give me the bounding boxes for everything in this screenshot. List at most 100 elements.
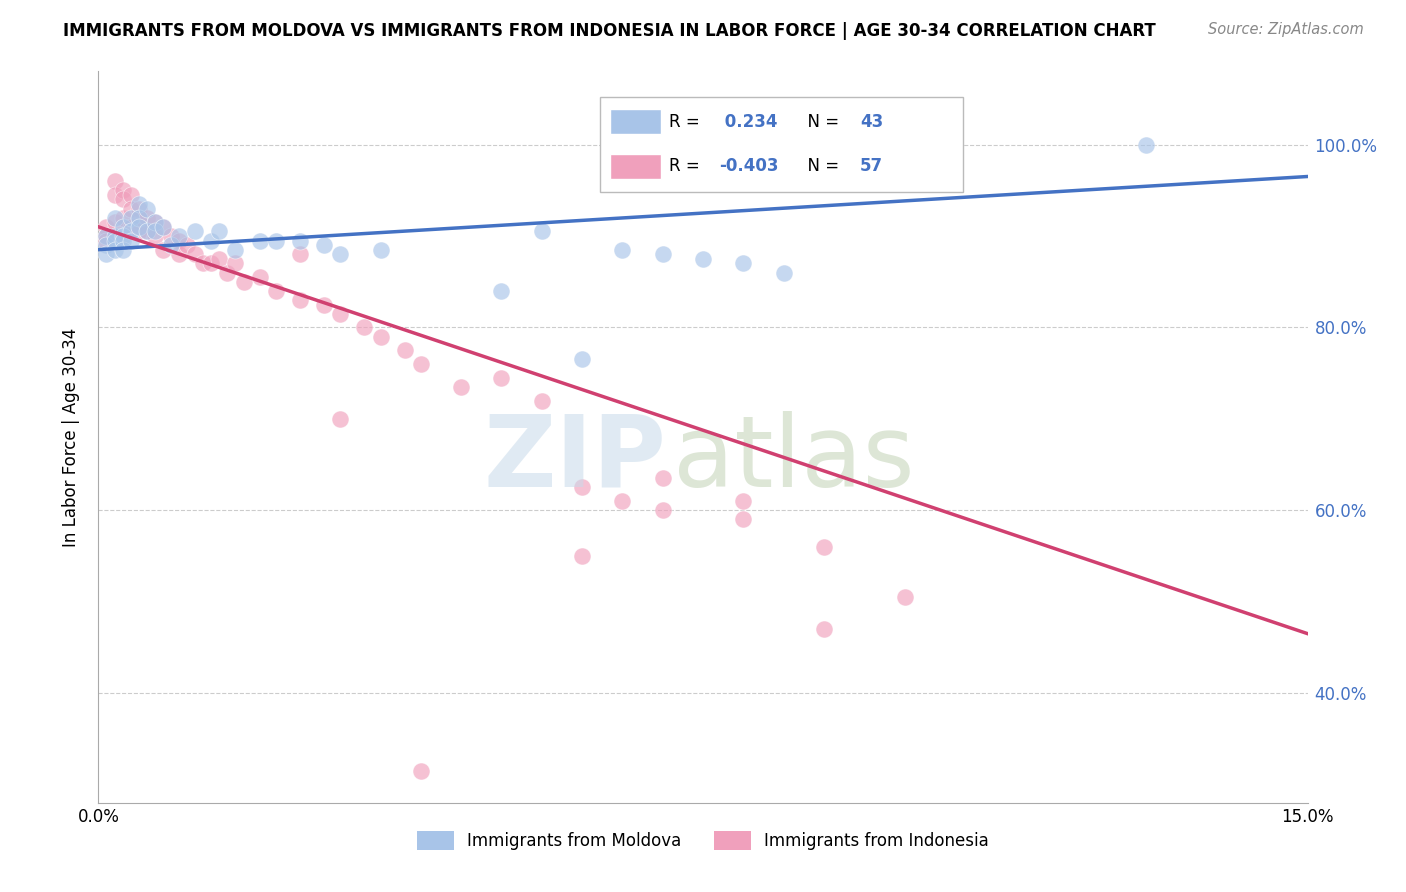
Point bbox=[96, 219, 118, 234]
Point bbox=[530, 393, 553, 408]
Point bbox=[120, 219, 142, 234]
Point bbox=[264, 234, 287, 248]
Point bbox=[103, 174, 125, 188]
Point bbox=[193, 256, 215, 270]
Point bbox=[111, 243, 134, 257]
Point bbox=[103, 228, 125, 243]
Point bbox=[772, 266, 794, 280]
Point bbox=[571, 480, 593, 494]
Point bbox=[813, 622, 835, 636]
Point bbox=[120, 224, 142, 238]
Point bbox=[288, 293, 311, 307]
Point bbox=[143, 228, 166, 243]
Point bbox=[103, 234, 125, 248]
Point bbox=[329, 307, 352, 321]
Text: Source: ZipAtlas.com: Source: ZipAtlas.com bbox=[1208, 22, 1364, 37]
Point bbox=[651, 471, 673, 485]
Point bbox=[167, 228, 190, 243]
Point bbox=[128, 202, 150, 216]
Point bbox=[370, 329, 392, 343]
Point bbox=[152, 243, 174, 257]
Point bbox=[143, 224, 166, 238]
Point bbox=[288, 247, 311, 261]
Point bbox=[96, 228, 118, 243]
Point bbox=[530, 224, 553, 238]
Point bbox=[103, 243, 125, 257]
Point bbox=[143, 215, 166, 229]
Point bbox=[370, 243, 392, 257]
Point bbox=[224, 243, 246, 257]
Point bbox=[128, 224, 150, 238]
Point bbox=[120, 234, 142, 248]
Point bbox=[152, 219, 174, 234]
Text: 0.234: 0.234 bbox=[718, 112, 778, 131]
Point bbox=[111, 211, 134, 225]
Text: -0.403: -0.403 bbox=[718, 158, 778, 176]
Point bbox=[143, 215, 166, 229]
Point bbox=[208, 224, 231, 238]
Point bbox=[409, 357, 432, 371]
Point bbox=[733, 512, 755, 526]
Point bbox=[128, 211, 150, 225]
Point bbox=[120, 202, 142, 216]
Point bbox=[103, 187, 125, 202]
Point bbox=[1135, 137, 1157, 152]
Text: atlas: atlas bbox=[672, 410, 914, 508]
Point bbox=[217, 266, 239, 280]
Point bbox=[733, 494, 755, 508]
Point bbox=[167, 234, 190, 248]
Y-axis label: In Labor Force | Age 30-34: In Labor Force | Age 30-34 bbox=[62, 327, 80, 547]
Point bbox=[120, 211, 142, 225]
FancyBboxPatch shape bbox=[610, 154, 661, 179]
Point bbox=[491, 284, 513, 298]
Point bbox=[208, 252, 231, 266]
Point bbox=[135, 224, 157, 238]
Point bbox=[612, 494, 634, 508]
Point bbox=[329, 412, 352, 426]
Point bbox=[120, 187, 142, 202]
Point bbox=[135, 202, 157, 216]
Point bbox=[135, 224, 157, 238]
Point bbox=[111, 234, 134, 248]
Point bbox=[184, 224, 207, 238]
Text: R =: R = bbox=[669, 158, 706, 176]
Text: R =: R = bbox=[669, 112, 706, 131]
Point bbox=[160, 228, 183, 243]
Point bbox=[450, 380, 472, 394]
Point bbox=[651, 503, 673, 517]
Point bbox=[232, 275, 254, 289]
Point bbox=[111, 183, 134, 197]
Point bbox=[128, 219, 150, 234]
Text: 57: 57 bbox=[860, 158, 883, 176]
Text: IMMIGRANTS FROM MOLDOVA VS IMMIGRANTS FROM INDONESIA IN LABOR FORCE | AGE 30-34 : IMMIGRANTS FROM MOLDOVA VS IMMIGRANTS FR… bbox=[63, 22, 1156, 40]
FancyBboxPatch shape bbox=[600, 97, 963, 192]
Point bbox=[893, 590, 915, 604]
FancyBboxPatch shape bbox=[610, 110, 661, 135]
Point bbox=[353, 320, 375, 334]
Point bbox=[612, 243, 634, 257]
Point bbox=[96, 228, 118, 243]
Point bbox=[224, 256, 246, 270]
Point bbox=[167, 247, 190, 261]
Point bbox=[160, 238, 183, 252]
Point bbox=[103, 215, 125, 229]
Point bbox=[152, 219, 174, 234]
Point bbox=[128, 197, 150, 211]
Point bbox=[329, 247, 352, 261]
Point bbox=[692, 252, 714, 266]
Point bbox=[200, 234, 222, 248]
Point bbox=[184, 247, 207, 261]
Point bbox=[733, 256, 755, 270]
Point bbox=[409, 764, 432, 778]
Point bbox=[128, 211, 150, 225]
Point bbox=[96, 238, 118, 252]
Point bbox=[288, 234, 311, 248]
Point bbox=[111, 193, 134, 207]
Point bbox=[651, 247, 673, 261]
Point bbox=[314, 238, 336, 252]
Point bbox=[111, 219, 134, 234]
Legend: Immigrants from Moldova, Immigrants from Indonesia: Immigrants from Moldova, Immigrants from… bbox=[411, 824, 995, 856]
Point bbox=[394, 343, 416, 358]
Point bbox=[571, 549, 593, 563]
Point bbox=[103, 211, 125, 225]
